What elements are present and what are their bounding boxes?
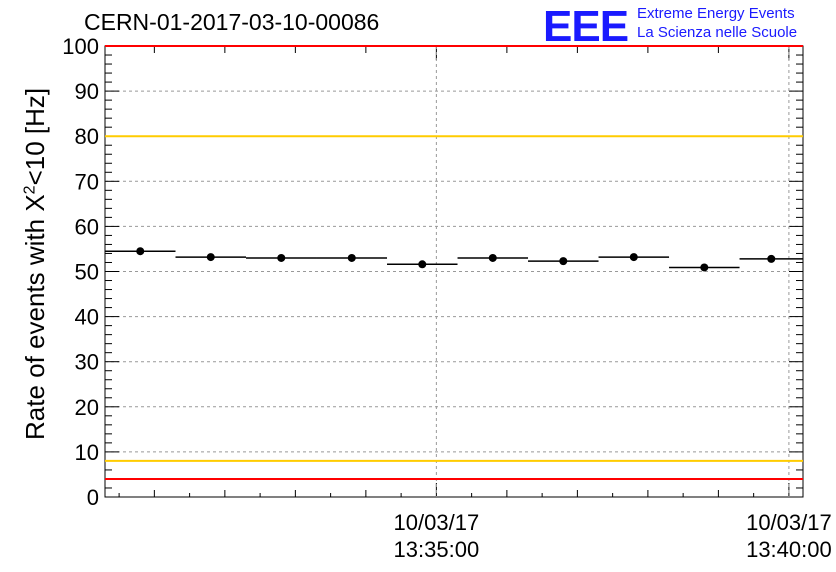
data-point bbox=[347, 253, 356, 262]
data-point bbox=[277, 253, 286, 262]
data-point bbox=[559, 257, 568, 266]
data-point bbox=[418, 260, 427, 269]
data-point bbox=[700, 263, 709, 272]
y-tick-label: 80 bbox=[75, 124, 99, 149]
y-tick-label: 0 bbox=[87, 485, 99, 510]
y-tick-label: 40 bbox=[75, 305, 99, 330]
data-point bbox=[767, 254, 776, 263]
y-tick-label: 10 bbox=[75, 440, 99, 465]
y-tick-label: 90 bbox=[75, 79, 99, 104]
x-tick-date: 10/03/17 bbox=[746, 510, 832, 535]
x-tick-time: 13:40:00 bbox=[746, 537, 832, 562]
data-point bbox=[488, 253, 497, 262]
y-tick-label: 60 bbox=[75, 214, 99, 239]
x-tick-time: 13:35:00 bbox=[394, 537, 480, 562]
data-point bbox=[629, 253, 638, 262]
y-tick-label: 30 bbox=[75, 350, 99, 375]
y-axis-label: Rate of events with X2<10 [Hz] bbox=[20, 87, 50, 440]
data-point bbox=[206, 253, 215, 262]
y-tick-label: 100 bbox=[62, 34, 99, 59]
chart-title: CERN-01-2017-03-10-00086 bbox=[84, 9, 380, 35]
logo-line-1: Extreme Energy Events bbox=[637, 5, 795, 22]
logo-line-2: La Scienza nelle Scuole bbox=[637, 24, 798, 41]
eee-logo: EEE bbox=[543, 2, 629, 51]
x-tick-date: 10/03/17 bbox=[394, 510, 480, 535]
y-tick-label: 50 bbox=[75, 260, 99, 285]
y-tick-label: 70 bbox=[75, 169, 99, 194]
data-point bbox=[136, 247, 145, 256]
y-tick-label: 20 bbox=[75, 395, 99, 420]
logo-text: Extreme Energy Events La Scienza nelle S… bbox=[637, 4, 797, 42]
